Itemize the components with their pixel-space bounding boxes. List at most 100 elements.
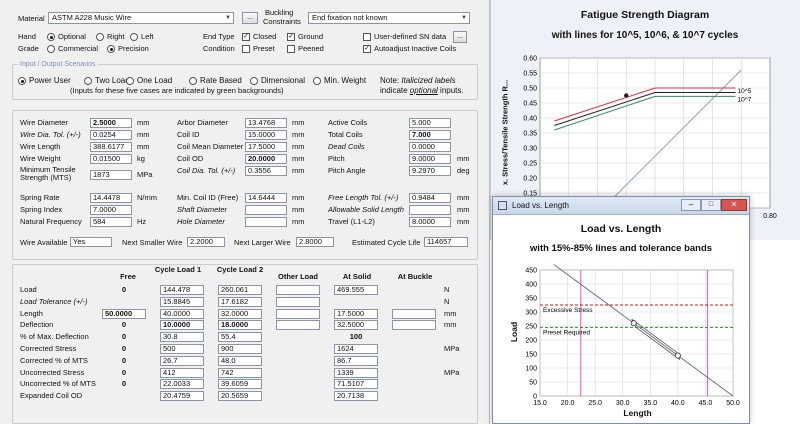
col3-field[interactable] xyxy=(409,205,451,215)
load-field-solid[interactable]: 1624 xyxy=(334,344,378,354)
col2-field[interactable]: 17.5000 xyxy=(245,142,287,152)
load-field-c2[interactable]: 260.061 xyxy=(218,285,262,295)
load-field-c2[interactable]: 742 xyxy=(218,367,262,378)
condition-label: Condition xyxy=(203,44,235,53)
col3-field[interactable]: 0.0000 xyxy=(409,142,451,152)
load-field-buckle[interactable] xyxy=(392,308,436,319)
ground-checkbox[interactable]: ✓ xyxy=(287,33,295,41)
sn-data-checkbox[interactable] xyxy=(363,33,371,41)
hand-left-radio[interactable] xyxy=(130,33,138,41)
load-field-c2[interactable]: 18.0000 xyxy=(218,320,262,331)
col3-field[interactable]: 9.2970 xyxy=(409,166,451,176)
series-label: 10^5 xyxy=(738,88,752,95)
load-field-c2[interactable]: 20.5659 xyxy=(218,391,262,402)
load-field-c1[interactable]: 40.0000 xyxy=(160,308,204,319)
load-field-solid[interactable]: 32.5000 xyxy=(334,320,378,331)
load-field-solid[interactable]: 1339 xyxy=(334,367,378,378)
parameters-group xyxy=(12,110,478,260)
note-optional-text: optional xyxy=(409,86,438,95)
col2-label: Hole Diameter xyxy=(177,217,225,226)
load-field-c2[interactable]: 900 xyxy=(218,344,262,354)
min-weight-radio[interactable] xyxy=(313,77,321,85)
load-field-c1[interactable]: 26.7 xyxy=(160,355,204,366)
material-select[interactable]: ASTM A228 Music Wire ▼ xyxy=(48,12,234,24)
col2-field[interactable]: 0.3556 xyxy=(245,166,287,176)
next-smaller-field[interactable]: 2.2000 xyxy=(187,237,225,247)
y-tick-label: 50 xyxy=(529,380,537,387)
col2-field[interactable]: 13.4768 xyxy=(245,118,287,128)
load-field-c1[interactable]: 22.0033 xyxy=(160,379,204,390)
peened-checkbox[interactable] xyxy=(287,45,295,53)
load-length-subtitle: with 15%-85% lines and tolerance bands xyxy=(529,243,713,254)
load-field-c1[interactable]: 20.4759 xyxy=(160,391,204,402)
col2-field[interactable] xyxy=(245,205,287,215)
load-field-c2[interactable]: 17.6182 xyxy=(218,296,262,307)
load-field-solid[interactable]: 86.7 xyxy=(334,355,378,366)
col1-field[interactable]: 584 xyxy=(90,217,132,227)
scenarios-note-inputs: (Inputs for these five cases are indicat… xyxy=(70,86,284,95)
next-larger-field[interactable]: 2.8000 xyxy=(296,237,334,247)
load-field-free[interactable]: 50.0000 xyxy=(102,308,146,319)
load-field-buckle[interactable] xyxy=(392,320,436,331)
col1-field[interactable]: 0.01500 xyxy=(90,154,132,164)
col1-field[interactable]: 1873 xyxy=(90,170,132,180)
cycle-life-field[interactable]: 114657 xyxy=(424,237,468,247)
load-field-other[interactable] xyxy=(276,296,320,307)
load-field-c2[interactable]: 39.6059 xyxy=(218,379,262,390)
load-field-c1[interactable]: 15.8845 xyxy=(160,296,204,307)
power-user-radio[interactable] xyxy=(18,77,26,85)
col3-field[interactable]: 5.000 xyxy=(409,118,451,128)
two-load-radio[interactable] xyxy=(84,77,92,85)
one-load-radio[interactable] xyxy=(126,77,134,85)
y-tick-label: 0.25 xyxy=(523,161,537,168)
load-field-solid[interactable]: 17.5000 xyxy=(334,308,378,319)
closed-checkbox[interactable]: ✓ xyxy=(242,33,250,41)
col3-field[interactable]: 8.0000 xyxy=(409,217,451,227)
load-field-c1[interactable]: 30.8 xyxy=(160,332,204,343)
col2-field[interactable]: 20.0000 xyxy=(245,154,287,164)
load-field-c1[interactable]: 500 xyxy=(160,344,204,354)
col2-field[interactable] xyxy=(245,217,287,227)
sn-data-button[interactable]: ... xyxy=(453,31,467,43)
grade-commercial-radio[interactable] xyxy=(47,45,55,53)
col2-field[interactable]: 15.0000 xyxy=(245,130,287,140)
load-field-c2[interactable]: 48.0 xyxy=(218,355,262,366)
close-button[interactable]: ✕ xyxy=(721,199,747,211)
col1-field[interactable]: 14.4478 xyxy=(90,193,132,203)
hand-optional-radio[interactable] xyxy=(47,33,55,41)
wire-available-field[interactable]: Yes xyxy=(70,237,112,247)
buckling-select[interactable]: End fixation not known ▼ xyxy=(308,12,470,24)
series-line-0 xyxy=(554,87,736,122)
col1-field[interactable]: 2.5000 xyxy=(90,118,132,128)
col1-field[interactable]: 0.0254 xyxy=(90,130,132,140)
col3-field[interactable]: 7.000 xyxy=(409,130,451,140)
grade-precision-radio[interactable] xyxy=(107,45,115,53)
col3-field[interactable]: 9.0000 xyxy=(409,154,451,164)
col2-field[interactable]: 14.6444 xyxy=(245,193,287,203)
load-field-other[interactable] xyxy=(276,285,320,295)
load-field-c1[interactable]: 144.478 xyxy=(160,285,204,295)
load-field-c2[interactable]: 55.4 xyxy=(218,332,262,343)
dimensional-radio[interactable] xyxy=(250,77,258,85)
maximize-button[interactable]: □ xyxy=(701,199,721,211)
rate-based-radio[interactable] xyxy=(189,77,197,85)
italic-note-line2: indicate optional inputs. xyxy=(380,86,464,96)
minimize-button[interactable]: – xyxy=(681,199,701,211)
col3-field[interactable]: 0.9484 xyxy=(409,193,451,203)
hand-right-radio[interactable] xyxy=(96,33,104,41)
load-field-other[interactable] xyxy=(276,308,320,319)
load-field-other[interactable] xyxy=(276,320,320,331)
col3-label: Pitch xyxy=(328,154,345,163)
autoadjust-checkbox[interactable]: ✓ xyxy=(363,45,371,53)
col1-field[interactable]: 7.0000 xyxy=(90,205,132,215)
material-browse-button[interactable]: ... xyxy=(242,12,258,24)
load-field-solid[interactable]: 20.7138 xyxy=(334,391,378,402)
load-field-c1[interactable]: 412 xyxy=(160,367,204,378)
load-field-solid[interactable]: 469.555 xyxy=(334,285,378,295)
load-field-c2[interactable]: 32.0000 xyxy=(218,308,262,319)
y-tick-label: 300 xyxy=(525,310,537,317)
load-field-c1[interactable]: 10.0000 xyxy=(160,320,204,331)
load-field-solid[interactable]: 71.5107 xyxy=(334,379,378,390)
col1-field[interactable]: 388.6177 xyxy=(90,142,132,152)
preset-checkbox[interactable] xyxy=(242,45,250,53)
